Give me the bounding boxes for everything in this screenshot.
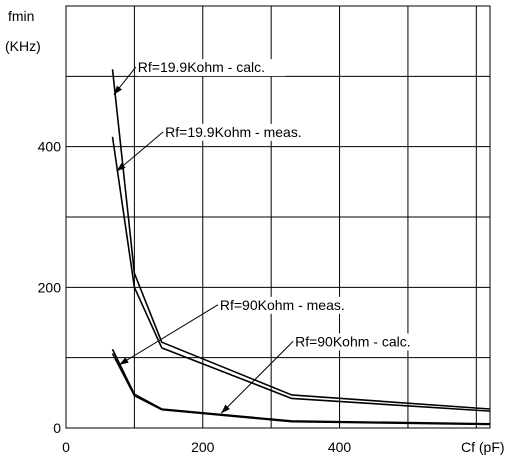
y-tick-label: 400	[38, 139, 62, 155]
annotation-arrowhead-2	[116, 163, 126, 172]
series-line-4	[111, 353, 491, 426]
annotation-label-background	[218, 296, 352, 314]
series-line-2	[111, 136, 491, 412]
annotations: Rf=19.9Kohm - calc. Rf=19.9Kohm - meas. Rf…	[113, 59, 427, 414]
annotation-arrowhead-4	[221, 404, 230, 414]
annotation-label-background	[136, 59, 286, 77]
x-tick-label: 400	[328, 439, 352, 455]
annotation-label-2: Rf=19.9Kohm - meas.	[165, 124, 302, 140]
annotation-arrowhead-1	[113, 85, 122, 95]
y-axis-label-line2: (KHz)	[5, 38, 41, 54]
x-tick-label: 200	[191, 439, 215, 455]
x-tick-label: 0	[62, 439, 70, 455]
series-lines	[111, 69, 491, 426]
series-line-3	[111, 348, 491, 425]
series-line-1	[111, 69, 491, 410]
tick-labels: 0 200 400 0 200 400	[38, 139, 352, 455]
x-axis-label: Cf (pF)	[461, 439, 505, 455]
annotation-label-1: Rf=19.9Kohm - calc.	[138, 59, 265, 75]
y-axis-label-line1: fmin	[8, 8, 34, 24]
plot-frame	[65, 5, 491, 429]
annotation-arrow-2	[116, 131, 164, 172]
annotation-label-4: Rf=90Kohm - calc.	[295, 333, 411, 349]
annotation-arrow-4	[220, 341, 294, 414]
y-tick-label: 0	[53, 420, 61, 436]
annotation-label-background	[164, 123, 313, 141]
annotation-label-background	[294, 333, 427, 351]
annotation-arrow-3	[119, 304, 219, 366]
annotation-label-3: Rf=90Kohm - meas.	[220, 297, 345, 313]
y-tick-label: 200	[38, 279, 62, 295]
grid	[66, 6, 490, 428]
annotation-arrowhead-3	[119, 357, 129, 365]
